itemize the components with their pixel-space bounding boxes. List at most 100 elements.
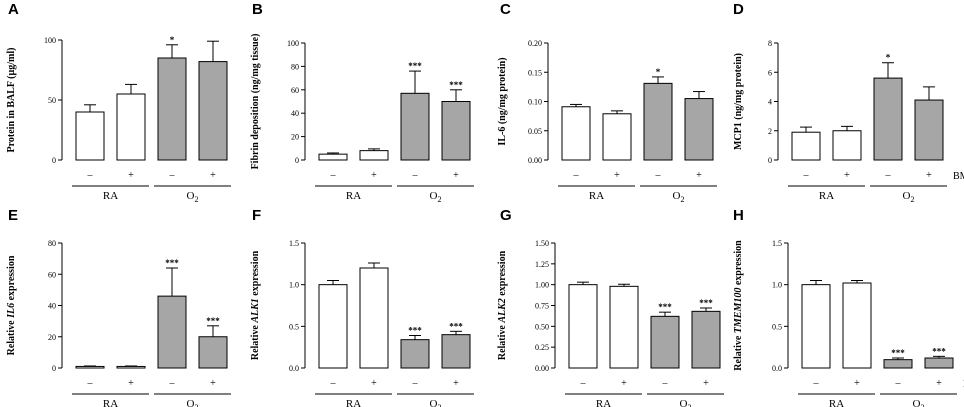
- group-label-text: RA: [829, 398, 844, 407]
- y-axis-label-part: Protein in BALF (µg/ml): [6, 48, 17, 153]
- y-tick-label: 40: [291, 109, 299, 118]
- bmp9-label: BMP9: [953, 171, 964, 182]
- y-tick-label: 1.25: [535, 260, 549, 269]
- y-tick-label: 0.0: [289, 364, 299, 373]
- y-tick-label: 6: [768, 68, 772, 77]
- x-category-label: –: [885, 170, 892, 181]
- group-label: RA: [103, 398, 118, 407]
- group-label: RA: [589, 190, 604, 202]
- bar: [684, 98, 714, 161]
- significance-mark: ***: [408, 326, 422, 336]
- group-label: RA: [829, 398, 844, 407]
- x-category-label: +: [621, 378, 627, 389]
- y-axis-label-part: Relative: [250, 323, 261, 361]
- y-axis-label-part: expression: [6, 255, 17, 303]
- x-category-label: –: [895, 378, 902, 389]
- group-label-text: O: [430, 398, 438, 407]
- y-tick-label: 2: [768, 127, 772, 136]
- panel-letter: H: [733, 207, 744, 224]
- panel-b: B 0 20 40 60 80 100 Fibrin deposition (ng/mg ti…: [250, 1, 474, 204]
- y-axis-label-part: IL6: [6, 303, 17, 319]
- panel-letter: B: [252, 1, 263, 18]
- panel-letter: A: [8, 1, 19, 18]
- y-axis-label: Relative IL6 expression: [6, 255, 17, 355]
- x-category-label: +: [453, 170, 459, 181]
- x-category-label: –: [330, 378, 337, 389]
- y-axis-label: Fibrin deposition (ng/mg tissue): [250, 34, 261, 170]
- y-tick-label: 100: [287, 39, 299, 48]
- group-label-text: RA: [819, 190, 834, 202]
- y-tick-label: 0.15: [528, 68, 542, 77]
- x-category-label: –: [330, 170, 337, 181]
- group-label-subscript: 2: [687, 403, 691, 407]
- group-label-text: RA: [103, 190, 118, 202]
- group-label: RA: [819, 190, 834, 202]
- bar: [924, 357, 954, 369]
- y-tick-label: 20: [291, 133, 299, 142]
- y-tick-label: 100: [44, 36, 56, 45]
- y-tick-label: 0.75: [535, 302, 549, 311]
- y-tick-label: 80: [291, 62, 299, 71]
- bar: [318, 153, 348, 161]
- group-label-text: O: [187, 398, 195, 407]
- bar: [359, 150, 389, 161]
- y-axis-label: Relative ALK1 expression: [250, 250, 261, 360]
- y-tick-label: 0: [295, 156, 299, 165]
- significance-mark: ***: [932, 346, 946, 356]
- bar: [400, 339, 430, 369]
- bar: [832, 130, 862, 161]
- panel-h: H 0.0 0.5 1.0 1.5 Relative TMEM100 expression…: [733, 207, 964, 407]
- bar: [791, 131, 821, 161]
- x-category-label: +: [128, 170, 134, 181]
- y-tick-label: 1.5: [772, 239, 782, 248]
- significance-mark: *: [656, 67, 661, 77]
- y-axis-label-part: expression: [733, 240, 744, 288]
- group-label-text: RA: [589, 190, 604, 202]
- y-axis-label-part: IL-6 (ng/mg protein): [497, 57, 508, 145]
- y-axis-label-part: ALK2: [497, 298, 508, 323]
- group-label: RA: [103, 190, 118, 202]
- y-tick-label: 0.50: [535, 322, 549, 331]
- panel-c: C 0.00 0.05 0.10 0.15 0.20 IL-6 (ng/mg protein…: [497, 1, 717, 204]
- group-label-subscript: 2: [194, 195, 198, 204]
- y-tick-label: 1.0: [289, 281, 299, 290]
- y-tick-label: 0: [52, 364, 56, 373]
- x-category-label: +: [854, 378, 860, 389]
- bar: [650, 315, 680, 369]
- y-tick-label: 20: [48, 333, 56, 342]
- significance-mark: ***: [408, 61, 422, 71]
- bar: [691, 310, 721, 369]
- y-axis-label-part: expression: [497, 250, 508, 298]
- y-tick-label: 0.25: [535, 343, 549, 352]
- group-label-text: O: [680, 398, 688, 407]
- x-category-label: +: [371, 170, 377, 181]
- y-axis-label-part: Relative: [497, 323, 508, 361]
- bar: [561, 106, 591, 161]
- panel-e: E 0 20 40 60 80 Relative IL6 expression *** *** –…: [6, 207, 231, 407]
- group-label-text: O: [187, 190, 195, 202]
- bar: [400, 92, 430, 161]
- bar: [441, 334, 471, 369]
- x-category-label: +: [614, 170, 620, 181]
- group-label: RA: [596, 398, 611, 407]
- group-label: O2: [673, 190, 685, 204]
- bar: [914, 99, 944, 161]
- group-label-subscript: 2: [437, 403, 441, 407]
- y-tick-label: 0.5: [772, 322, 782, 331]
- group-label: O2: [187, 398, 199, 407]
- y-axis-label-part: Fibrin deposition (ng/mg tissue): [250, 34, 261, 170]
- x-category-label: –: [412, 170, 419, 181]
- x-category-label: –: [803, 170, 810, 181]
- x-category-label: –: [87, 170, 94, 181]
- y-tick-label: 80: [48, 239, 56, 248]
- panel-letter: G: [500, 207, 512, 224]
- significance-mark: ***: [206, 316, 220, 326]
- bar: [75, 365, 105, 369]
- panel-letter: D: [733, 1, 744, 18]
- group-label-text: O: [430, 190, 438, 202]
- x-category-label: +: [844, 170, 850, 181]
- bar: [198, 336, 228, 369]
- y-tick-label: 0.05: [528, 127, 542, 136]
- y-axis-label: Relative ALK2 expression: [497, 250, 508, 360]
- bar: [801, 284, 831, 369]
